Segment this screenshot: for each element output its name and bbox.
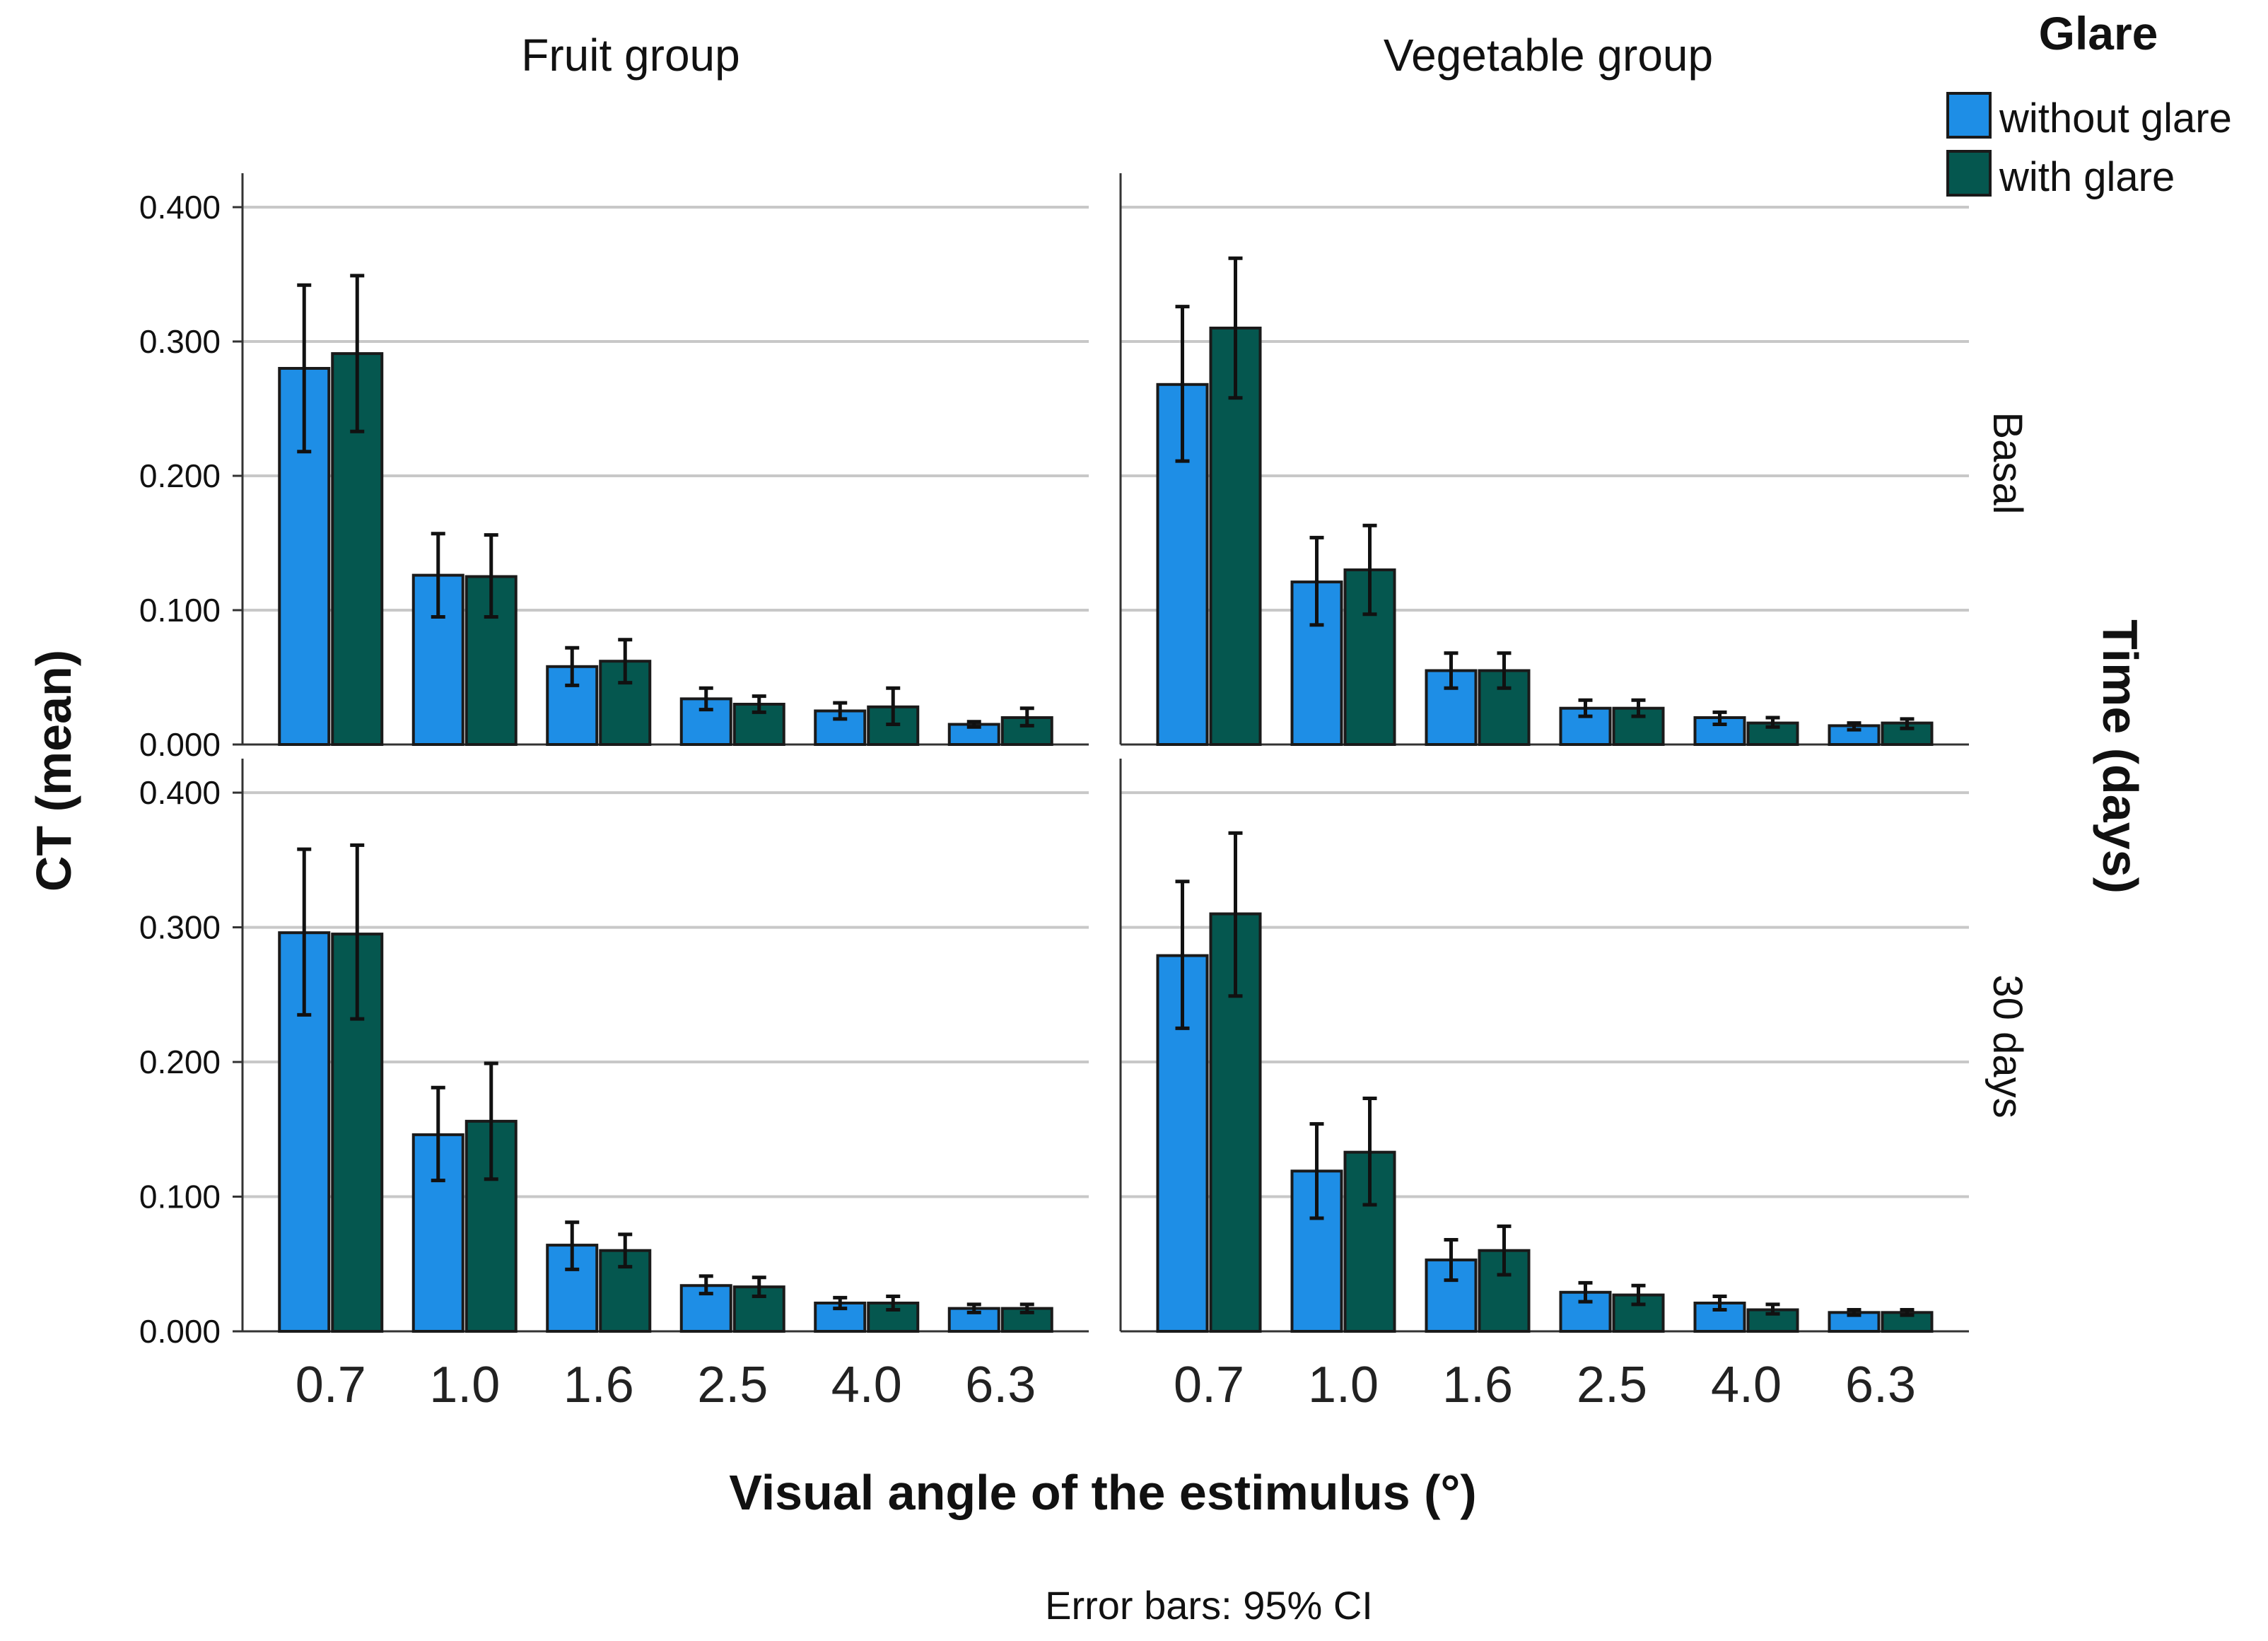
column-title-fruit: Fruit group bbox=[521, 30, 740, 81]
error-bar-without-glare-4.0 bbox=[1712, 1294, 1727, 1312]
error-bar-with-glare-2.5 bbox=[1631, 698, 1646, 718]
error-bar-without-glare-1.6 bbox=[565, 646, 580, 687]
bar-with-glare-1.6 bbox=[1478, 669, 1531, 746]
error-bar-with-glare-2.5 bbox=[1631, 1283, 1646, 1307]
error-bar-with-glare-4.0 bbox=[886, 686, 901, 726]
legend-swatch-without-glare bbox=[1946, 92, 1992, 139]
error-bar-without-glare-1.6 bbox=[1444, 651, 1459, 690]
y-tick-label: 0.300 bbox=[139, 909, 221, 946]
error-bar-with-glare-1.6 bbox=[618, 1232, 633, 1269]
x-tick-label-0.7: 0.7 bbox=[296, 1357, 366, 1413]
error-bar-with-glare-6.3 bbox=[1900, 1308, 1915, 1317]
error-bar-without-glare-6.3 bbox=[966, 1302, 981, 1314]
error-bar-with-glare-0.7 bbox=[1228, 256, 1243, 400]
error-bar-without-glare-1.0 bbox=[1309, 1122, 1324, 1220]
column-title-vegetable: Vegetable group bbox=[1384, 30, 1713, 81]
row-title-basal: Basal bbox=[1984, 411, 2030, 514]
error-bar-without-glare-6.3 bbox=[966, 720, 981, 729]
error-bar-without-glare-6.3 bbox=[1847, 1308, 1861, 1317]
x-tick-label-4.0: 4.0 bbox=[1711, 1357, 1782, 1413]
panel-fruit-basal: 0.000 0.100 0.200 0.300 0.400 bbox=[139, 173, 1089, 763]
x-tick-label-6.3: 6.3 bbox=[1845, 1357, 1916, 1413]
error-bars-note: Error bars: 95% CI bbox=[1045, 1583, 1373, 1628]
x-tick-label-2.5: 2.5 bbox=[697, 1357, 768, 1413]
error-bar-with-glare-0.7 bbox=[350, 843, 365, 1021]
panel-vegetable-30-days: 0.7 1.0 1.6 2.5 4.0 6.3 bbox=[1119, 759, 1969, 1413]
x-tick-label-1.0: 1.0 bbox=[1308, 1357, 1379, 1413]
error-bar-with-glare-1.0 bbox=[484, 533, 498, 619]
y-axis-title: CT (mean) bbox=[26, 650, 81, 892]
error-bar-without-glare-1.0 bbox=[1309, 535, 1324, 627]
error-bar-without-glare-2.5 bbox=[698, 1274, 713, 1296]
error-bar-with-glare-1.6 bbox=[1497, 1224, 1512, 1277]
x-tick-label-1.0: 1.0 bbox=[429, 1357, 500, 1413]
error-bar-with-glare-1.0 bbox=[484, 1061, 498, 1181]
bar-without-glare-1.0 bbox=[1290, 1169, 1343, 1333]
error-bar-without-glare-0.7 bbox=[297, 283, 312, 454]
legend-label-without-glare: without glare bbox=[1999, 95, 2232, 141]
panels-layer: 0.000 0.100 0.200 0.300 0.400 0.000 0.100 0.200… bbox=[139, 173, 1969, 1413]
x-tick-label-1.6: 1.6 bbox=[563, 1357, 634, 1413]
error-bar-with-glare-4.0 bbox=[1765, 1302, 1780, 1316]
error-bar-without-glare-4.0 bbox=[833, 701, 848, 721]
error-bar-without-glare-2.5 bbox=[1578, 698, 1593, 718]
y-tick-label: 0.000 bbox=[139, 726, 221, 763]
legend: Glare without glare with glare bbox=[1946, 7, 2232, 200]
error-bar-with-glare-1.0 bbox=[1362, 523, 1377, 617]
legend-label-with-glare: with glare bbox=[1999, 154, 2175, 200]
error-bar-with-glare-1.6 bbox=[1497, 651, 1512, 690]
y-tick-label: 0.400 bbox=[139, 774, 221, 811]
error-bar-with-glare-1.6 bbox=[618, 638, 633, 685]
y-tick-label: 0.400 bbox=[139, 189, 221, 226]
panel-vegetable-basal bbox=[1119, 173, 1969, 747]
row-axis-title: Time (days) bbox=[2093, 619, 2148, 894]
error-bar-with-glare-6.3 bbox=[1019, 706, 1034, 728]
y-tick-label: 0.000 bbox=[139, 1313, 221, 1350]
error-bar-with-glare-0.7 bbox=[1228, 831, 1243, 998]
error-bar-without-glare-0.7 bbox=[1175, 305, 1190, 463]
error-bar-with-glare-1.0 bbox=[1362, 1096, 1377, 1207]
y-tick-label: 0.100 bbox=[139, 1179, 221, 1215]
error-bar-without-glare-4.0 bbox=[833, 1295, 848, 1311]
row-title-30-days: 30 days bbox=[1984, 974, 2030, 1118]
legend-swatch-with-glare bbox=[1946, 150, 1992, 197]
bar-without-glare-1.6 bbox=[546, 665, 599, 746]
error-bar-with-glare-4.0 bbox=[886, 1294, 901, 1312]
legend-title: Glare bbox=[2039, 7, 2158, 59]
error-bar-without-glare-2.5 bbox=[1578, 1280, 1593, 1304]
error-bar-without-glare-1.6 bbox=[1444, 1237, 1459, 1283]
error-bar-without-glare-1.0 bbox=[431, 1085, 445, 1183]
x-tick-label-4.0: 4.0 bbox=[831, 1357, 902, 1413]
x-tick-label-2.5: 2.5 bbox=[1577, 1357, 1647, 1413]
error-bar-without-glare-1.6 bbox=[565, 1220, 580, 1271]
error-bar-with-glare-6.3 bbox=[1019, 1302, 1034, 1314]
error-bar-with-glare-2.5 bbox=[752, 694, 766, 714]
error-bar-without-glare-1.0 bbox=[431, 532, 445, 619]
x-axis-title: Visual angle of the estimulus (°) bbox=[729, 1465, 1476, 1520]
error-bar-without-glare-2.5 bbox=[698, 686, 713, 712]
x-tick-label-6.3: 6.3 bbox=[965, 1357, 1036, 1413]
y-tick-label: 0.200 bbox=[139, 457, 221, 494]
y-tick-label: 0.300 bbox=[139, 323, 221, 360]
error-bar-without-glare-6.3 bbox=[1847, 721, 1861, 732]
error-bar-without-glare-0.7 bbox=[297, 847, 312, 1017]
error-bar-with-glare-4.0 bbox=[1765, 716, 1780, 729]
panel-fruit-30-days: 0.000 0.100 0.200 0.300 0.400 0.7 1.0 1.6 2.5 4.0… bbox=[139, 759, 1089, 1413]
error-bar-with-glare-6.3 bbox=[1900, 717, 1915, 730]
error-bar-with-glare-2.5 bbox=[752, 1275, 766, 1298]
error-bar-with-glare-0.7 bbox=[350, 274, 365, 433]
bar-without-glare-1.6 bbox=[1425, 669, 1478, 746]
x-tick-label-0.7: 0.7 bbox=[1174, 1357, 1244, 1413]
bar-with-glare-1.0 bbox=[464, 575, 518, 746]
error-bar-without-glare-4.0 bbox=[1712, 710, 1727, 726]
x-tick-label-1.6: 1.6 bbox=[1442, 1357, 1513, 1413]
bar-with-glare-1.0 bbox=[1343, 1150, 1396, 1333]
error-bar-without-glare-0.7 bbox=[1175, 880, 1190, 1030]
y-tick-label: 0.200 bbox=[139, 1044, 221, 1080]
y-tick-label: 0.100 bbox=[139, 592, 221, 629]
